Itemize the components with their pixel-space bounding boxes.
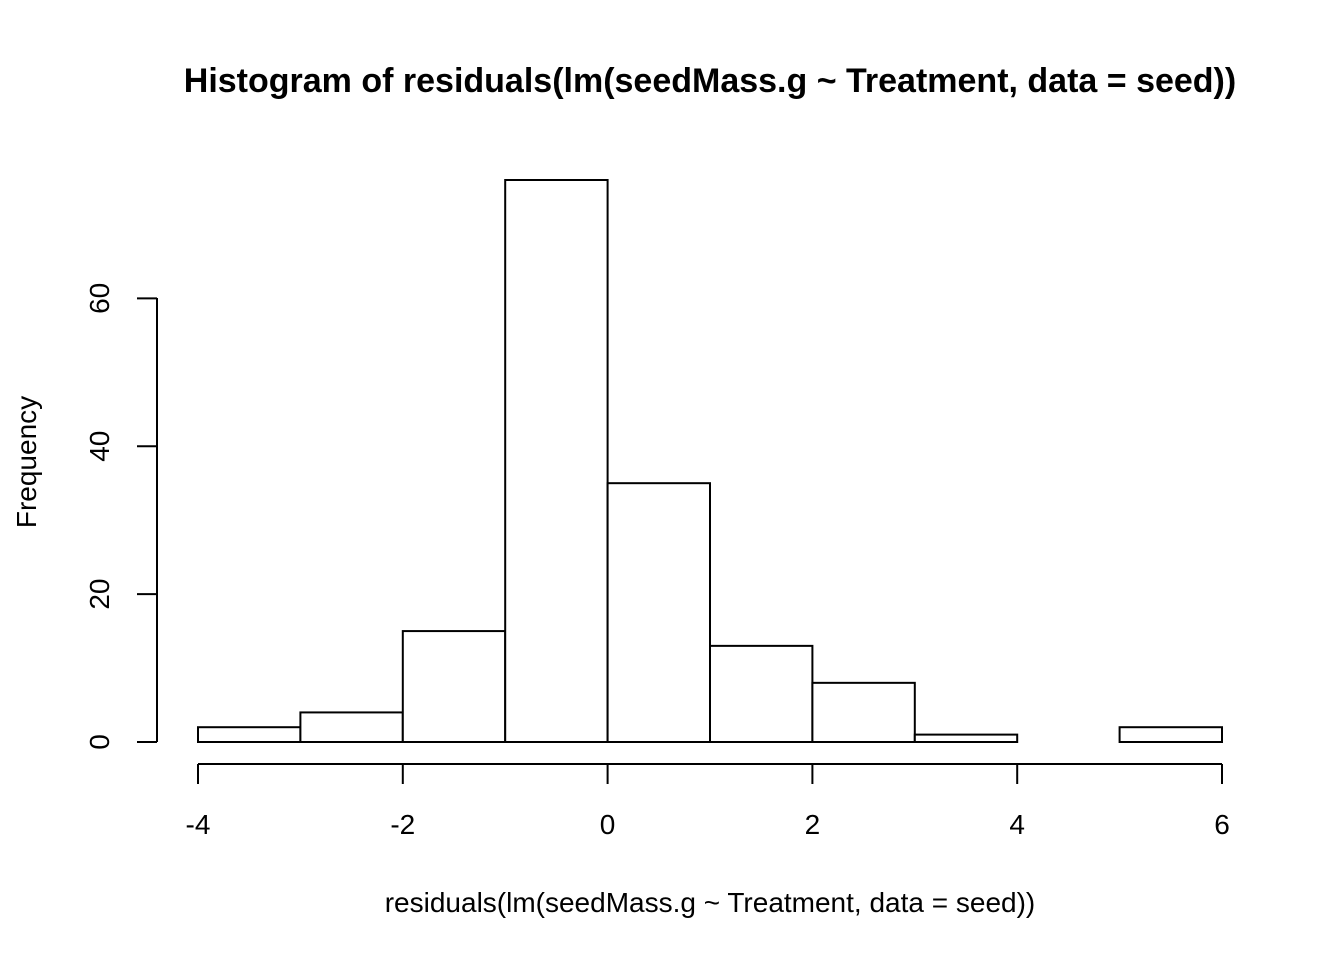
x-axis: -4 -2 0 2 4 6 bbox=[186, 763, 1230, 840]
histogram-bar-9 bbox=[1118, 726, 1223, 743]
x-tick-label-3: 2 bbox=[805, 809, 821, 840]
bars-group bbox=[197, 179, 1223, 744]
x-tick-label-2: 0 bbox=[600, 809, 616, 840]
chart-title: Histogram of residuals(lm(seedMass.g ~ T… bbox=[184, 62, 1236, 100]
x-axis-label: residuals(lm(seedMass.g ~ Treatment, dat… bbox=[385, 887, 1036, 918]
y-tick-label-3: 60 bbox=[84, 283, 115, 314]
histogram-bar-4 bbox=[606, 482, 711, 743]
histogram-bar-3 bbox=[504, 179, 609, 743]
x-tick-label-0: -4 bbox=[186, 809, 211, 840]
histogram-bar-2 bbox=[401, 630, 507, 743]
histogram-bar-0 bbox=[197, 726, 302, 743]
x-tick-label-1: -2 bbox=[390, 809, 415, 840]
y-tick-label-2: 40 bbox=[84, 431, 115, 462]
histogram-bar-5 bbox=[709, 644, 814, 743]
x-tick-label-5: 6 bbox=[1214, 809, 1230, 840]
x-tick-label-4: 4 bbox=[1009, 809, 1025, 840]
histogram-bar-1 bbox=[299, 711, 404, 744]
histogram-bar-6 bbox=[811, 681, 916, 743]
y-axis-label: Frequency bbox=[11, 396, 42, 528]
y-axis: 0 20 40 60 bbox=[84, 283, 158, 750]
y-tick-label-1: 20 bbox=[84, 579, 115, 610]
y-tick-label-0: 0 bbox=[84, 734, 115, 750]
histogram-bar-7 bbox=[913, 733, 1019, 744]
